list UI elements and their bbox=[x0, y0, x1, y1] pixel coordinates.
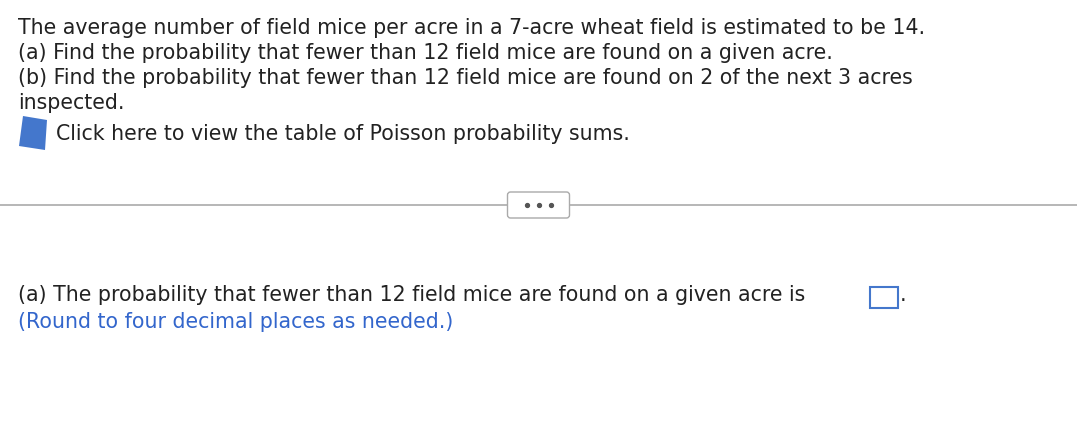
Text: (b) Find the probability that fewer than 12 field mice are found on 2 of the nex: (b) Find the probability that fewer than… bbox=[18, 68, 912, 88]
Polygon shape bbox=[19, 116, 47, 150]
Text: (a) Find the probability that fewer than 12 field mice are found on a given acre: (a) Find the probability that fewer than… bbox=[18, 43, 833, 63]
FancyBboxPatch shape bbox=[507, 192, 570, 218]
FancyBboxPatch shape bbox=[870, 287, 898, 308]
Text: inspected.: inspected. bbox=[18, 93, 125, 113]
Text: Click here to view the table of Poisson probability sums.: Click here to view the table of Poisson … bbox=[56, 124, 630, 144]
Text: The average number of field mice per acre in a 7-acre wheat field is estimated t: The average number of field mice per acr… bbox=[18, 18, 925, 38]
Text: (Round to four decimal places as needed.): (Round to four decimal places as needed.… bbox=[18, 312, 453, 332]
Text: (a) The probability that fewer than 12 field mice are found on a given acre is: (a) The probability that fewer than 12 f… bbox=[18, 285, 806, 305]
Text: .: . bbox=[900, 285, 907, 305]
